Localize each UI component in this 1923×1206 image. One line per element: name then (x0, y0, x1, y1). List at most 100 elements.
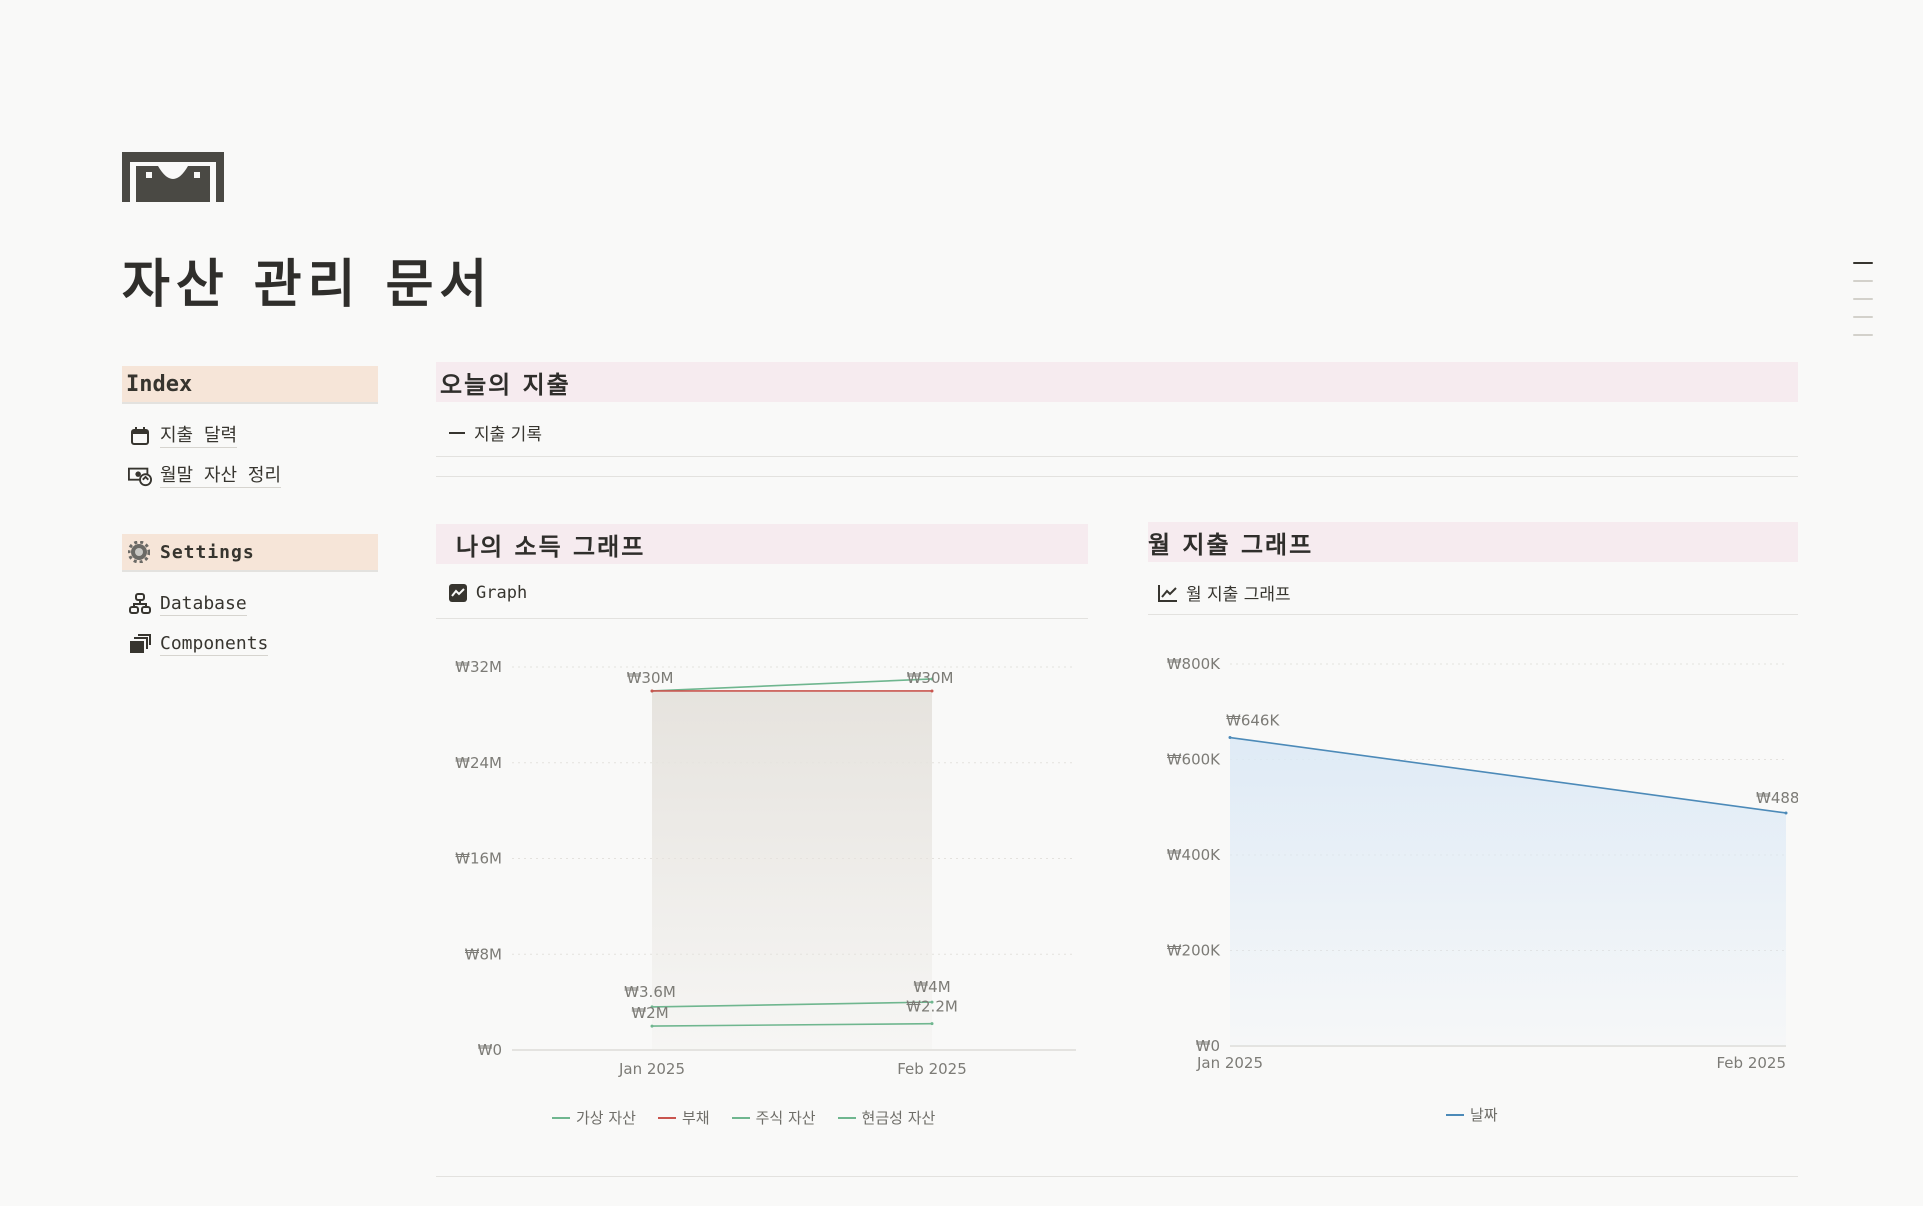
monthly-spending-chart: ₩0 ₩200K ₩400K ₩600K ₩800K ₩646K ₩488 Jan 2025 F… (1167, 655, 1798, 1072)
today-spending-title: 오늘의 지출 (440, 370, 571, 399)
data-point (650, 689, 654, 693)
y-tick-label: ₩800K (1167, 655, 1221, 673)
calendar-icon (128, 424, 152, 448)
legend-label: 가상 자산 (576, 1109, 636, 1127)
legend-item[interactable]: 부채 (657, 1107, 710, 1128)
divider (436, 476, 1798, 477)
view-tab-label: 지출 기록 (474, 425, 542, 445)
sidebar-item-label: 월말 자산 정리 (160, 464, 282, 488)
income-graph-title: 나의 소득 그래프 (456, 532, 646, 561)
data-point (1228, 736, 1232, 740)
income-chart: ₩0 ₩8M ₩16M ₩24M ₩32M ₩30M ₩30M ₩3.6M ₩4M ₩2M ₩2.2… (455, 658, 1076, 1078)
data-label: ₩2.2M (906, 998, 958, 1016)
legend-item[interactable]: 주식 자산 (731, 1107, 816, 1128)
sidebar: Index 지출 달력 월말 자산 정리 Settings (122, 366, 378, 664)
view-tab-label: Graph (476, 583, 528, 603)
table-of-contents[interactable] (1853, 262, 1873, 352)
legend-swatch (657, 1116, 676, 1119)
y-tick-label: ₩16M (455, 850, 502, 868)
view-tab-label: 월 지출 그래프 (1186, 585, 1291, 605)
y-tick-label: ₩24M (455, 754, 502, 772)
page-title: 자산 관리 문서 (122, 255, 494, 315)
divider (1148, 614, 1798, 615)
y-tick-label: ₩0 (478, 1041, 502, 1059)
divider (436, 618, 1088, 619)
sidebar-item-database[interactable]: Database (122, 584, 378, 624)
legend-label: 현금성 자산 (861, 1109, 936, 1127)
legend-swatch (731, 1116, 750, 1119)
sidebar-item-components[interactable]: Components (122, 624, 378, 664)
data-label: ₩488 (1756, 789, 1798, 807)
series-line (651, 678, 933, 692)
toc-item[interactable] (1853, 316, 1873, 318)
income-graph-header: 나의 소득 그래프 (436, 524, 1088, 564)
income-graph-view-tab[interactable]: Graph (448, 583, 527, 603)
database-icon (128, 592, 152, 616)
x-tick-label: Jan 2025 (1196, 1054, 1263, 1072)
data-label: ₩4M (913, 978, 950, 996)
data-label: ₩30M (907, 669, 954, 687)
legend-label: 부채 (681, 1109, 710, 1127)
sidebar-item-label: 지출 달력 (160, 424, 238, 448)
legend-swatch (1446, 1113, 1464, 1116)
y-tick-label: ₩8M (465, 945, 502, 963)
legend-item[interactable]: 날짜 (1446, 1104, 1498, 1125)
x-tick-label: Feb 2025 (897, 1060, 967, 1078)
y-tick-label: ₩600K (1167, 751, 1221, 769)
y-tick-label: ₩200K (1167, 942, 1221, 960)
data-point (650, 1005, 654, 1009)
toc-item[interactable] (1853, 298, 1873, 300)
area-fill (652, 690, 932, 1050)
area-fill (1230, 737, 1786, 1046)
data-point (930, 1022, 934, 1026)
today-spending-view-tab[interactable]: 지출 기록 (448, 420, 542, 445)
data-point (1784, 811, 1788, 815)
series-line (651, 1022, 933, 1027)
money-cycle-icon (128, 464, 152, 488)
income-chart-legend: 가상 자산 부채 주식 자산 현금성 자산 (552, 1107, 957, 1128)
monthly-spending-header: 월 지출 그래프 (1148, 522, 1798, 562)
minus-icon (449, 431, 465, 434)
data-point (930, 677, 934, 681)
monthly-spending-view-tab[interactable]: 월 지출 그래프 (1158, 580, 1291, 605)
legend-label: 날짜 (1470, 1106, 1498, 1124)
divider (436, 456, 1798, 457)
data-point (930, 689, 934, 693)
y-tick-label: ₩400K (1167, 846, 1221, 864)
legend-label: 주식 자산 (755, 1109, 816, 1127)
series-line (1229, 736, 1787, 814)
data-label: ₩30M (627, 669, 674, 687)
data-label: ₩3.6M (624, 983, 676, 1001)
settings-header: Settings (122, 534, 378, 572)
money-bill-icon (122, 152, 224, 202)
line-chart-icon (1158, 584, 1177, 602)
legend-item[interactable]: 가상 자산 (552, 1107, 636, 1128)
index-title: Index (126, 371, 193, 397)
y-tick-label: ₩0 (1196, 1037, 1220, 1055)
legend-item[interactable]: 현금성 자산 (837, 1107, 936, 1128)
series-line (651, 1001, 933, 1008)
toc-item[interactable] (1853, 262, 1873, 264)
y-tick-label: ₩32M (455, 658, 502, 676)
monthly-spending-title: 월 지출 그래프 (1148, 530, 1314, 559)
data-point (930, 1000, 934, 1004)
today-spending-header: 오늘의 지출 (436, 362, 1798, 402)
data-label: ₩646K (1226, 712, 1280, 730)
toc-item[interactable] (1853, 280, 1873, 282)
sidebar-item-label: Components (160, 632, 269, 656)
settings-title: Settings (160, 541, 255, 563)
gear-icon (128, 541, 150, 563)
sidebar-item-month-end-assets[interactable]: 월말 자산 정리 (122, 456, 378, 496)
data-point (650, 1024, 654, 1028)
sidebar-item-calendar[interactable]: 지출 달력 (122, 416, 378, 456)
components-icon (128, 632, 152, 656)
toc-item[interactable] (1853, 334, 1873, 336)
monthly-spending-chart-legend: 날짜 (1446, 1104, 1520, 1125)
sidebar-item-label: Database (160, 592, 247, 616)
data-label: ₩2M (631, 1004, 668, 1022)
x-tick-label: Jan 2025 (618, 1060, 685, 1078)
legend-swatch (552, 1116, 570, 1119)
chart-icon (449, 584, 467, 602)
legend-swatch (837, 1116, 856, 1119)
index-header: Index (122, 366, 378, 404)
